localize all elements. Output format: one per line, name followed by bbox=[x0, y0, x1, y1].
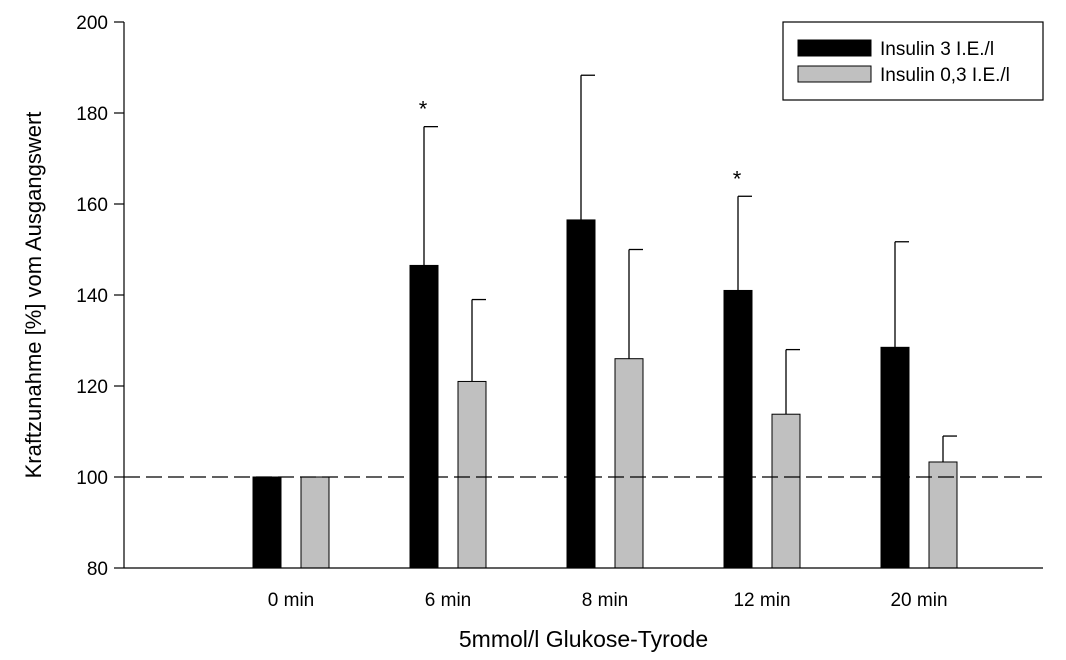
y-tick-label: 100 bbox=[76, 468, 108, 489]
bars-layer bbox=[252, 219, 958, 569]
legend-swatch bbox=[797, 39, 872, 57]
bar bbox=[566, 219, 596, 569]
y-tick-label: 80 bbox=[87, 559, 108, 580]
x-tick-label: 20 min bbox=[890, 590, 947, 611]
y-axis-label: Kraftzunahme [%] vom Ausgangswert bbox=[21, 112, 46, 479]
legend-label: Insulin 0,3 I.E./l bbox=[880, 65, 1010, 86]
bar bbox=[252, 476, 282, 569]
error-bars-layer bbox=[423, 74, 957, 462]
y-tick-label: 160 bbox=[76, 195, 108, 216]
y-tick-label: 200 bbox=[76, 13, 108, 34]
x-tick-label: 12 min bbox=[733, 590, 790, 611]
legend: Insulin 3 I.E./l Insulin 0,3 I.E./l bbox=[782, 21, 1044, 101]
labels-layer: 80 100 120 140 160 180 200 0 min 6 min 8 min 12 mi… bbox=[21, 13, 948, 652]
bar bbox=[723, 289, 753, 569]
axes-layer bbox=[114, 21, 1043, 569]
y-tick-label: 180 bbox=[76, 104, 108, 125]
x-tick-label: 0 min bbox=[268, 590, 314, 611]
bar bbox=[614, 358, 644, 569]
y-tick-label: 140 bbox=[76, 286, 108, 307]
x-tick-label: 8 min bbox=[582, 590, 628, 611]
bar bbox=[300, 476, 330, 569]
legend-swatch bbox=[797, 65, 872, 83]
bar bbox=[409, 264, 439, 569]
bar bbox=[771, 413, 801, 569]
legend-box bbox=[782, 21, 1044, 101]
significance-marker: * bbox=[419, 97, 428, 122]
bar bbox=[928, 461, 958, 569]
y-tick-label: 120 bbox=[76, 377, 108, 398]
significance-marker: * bbox=[733, 166, 742, 191]
bar bbox=[880, 346, 910, 569]
bar bbox=[457, 380, 487, 569]
x-tick-label: 6 min bbox=[425, 590, 471, 611]
x-axis-label: 5mmol/l Glukose-Tyrode bbox=[459, 626, 708, 652]
legend-label: Insulin 3 I.E./l bbox=[880, 39, 994, 60]
